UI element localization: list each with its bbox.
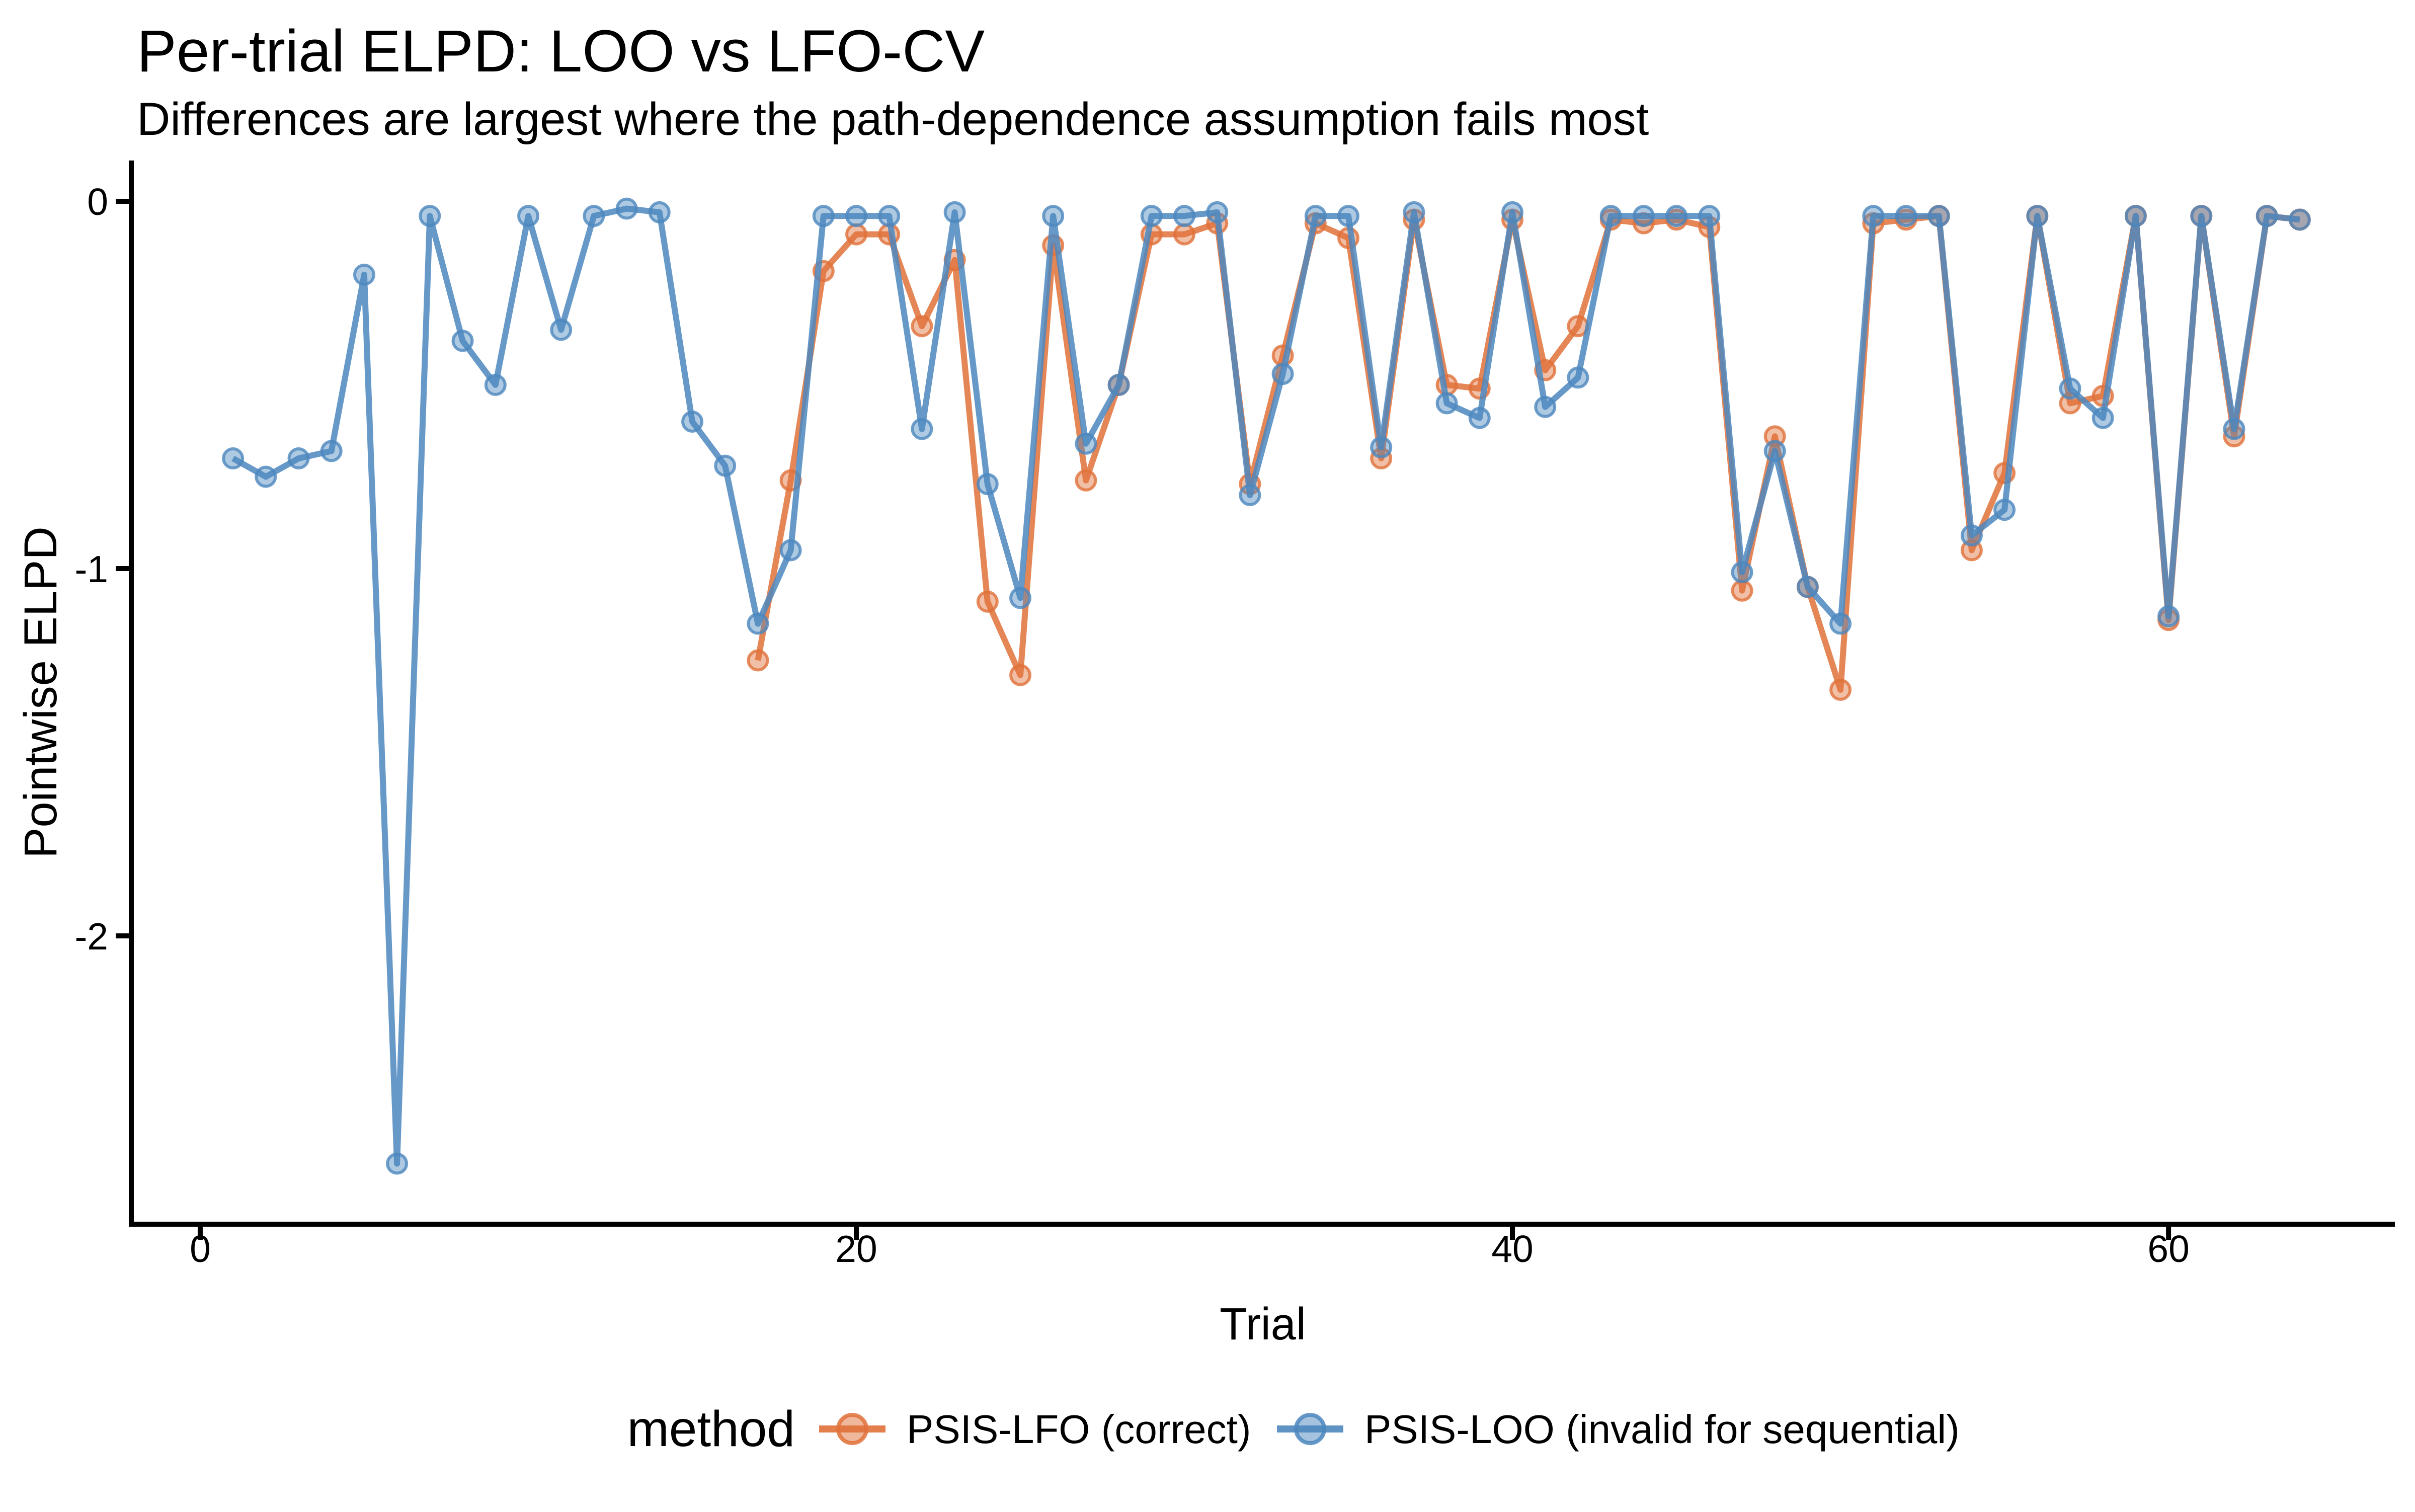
psis-loo-point [1829, 612, 1852, 635]
psis-loo-point [287, 447, 310, 469]
psis-loo-point [878, 205, 901, 227]
psis-loo-series [222, 197, 2311, 1175]
psis-loo-point [1304, 205, 1327, 227]
psis-loo-point [1403, 201, 1425, 223]
psis-loo-point [615, 197, 638, 220]
psis-loo-point [2256, 205, 2278, 227]
chart-title: Per-trial ELPD: LOO vs LFO-CV [137, 18, 985, 85]
psis-loo-point [1895, 205, 1917, 227]
psis-lfo-point [976, 590, 999, 613]
y-axis-ticks: 0 -1 -2 [74, 181, 131, 958]
psis-loo-point [1698, 205, 1721, 227]
y-tick-label: -1 [74, 548, 108, 590]
psis-loo-point [1435, 392, 1458, 415]
y-axis-title: Pointwise ELPD [15, 526, 66, 858]
psis-loo-point [2124, 205, 2147, 227]
psis-loo-point [451, 330, 474, 352]
psis-loo-point [2223, 418, 2245, 440]
series-layer [222, 197, 2311, 1175]
psis-loo-point [1927, 205, 1950, 227]
psis-loo-point [1042, 205, 1065, 227]
psis-loo-point [1206, 201, 1229, 223]
psis-loo-point [353, 264, 375, 286]
psis-loo-point [222, 447, 245, 469]
legend: method PSIS-LFO (correct) PSIS-LOO (inva… [627, 1401, 1959, 1457]
x-tick-label: 40 [1491, 1228, 1533, 1270]
psis-loo-point [320, 440, 343, 462]
psis-lfo-line [755, 213, 2300, 693]
legend-key-psis-loo: PSIS-LOO (invalid for sequential) [1277, 1407, 1960, 1452]
psis-loo-point [812, 205, 835, 227]
psis-loo-point [550, 319, 573, 341]
psis-loo-point [1960, 524, 1983, 547]
psis-loo-point [2157, 605, 2180, 627]
psis-loo-point [1173, 205, 1195, 227]
psis-loo-point [1534, 395, 1557, 418]
psis-loo-line [231, 205, 2300, 1167]
psis-loo-point [1599, 205, 1622, 227]
psis-loo-point [386, 1152, 409, 1175]
psis-loo-point [1763, 440, 1786, 462]
legend-label-psis-loo: PSIS-LOO (invalid for sequential) [1364, 1407, 1960, 1452]
psis-loo-point [2190, 205, 2213, 227]
psis-loo-point [714, 454, 737, 477]
y-tick-label: 0 [87, 181, 108, 223]
legend-label-psis-lfo: PSIS-LFO (correct) [907, 1407, 1251, 1452]
psis-loo-point [2026, 205, 2049, 227]
psis-loo-point [681, 411, 703, 433]
psis-loo-point [1468, 407, 1491, 429]
psis-loo-point [1370, 436, 1393, 459]
psis-loo-point [1567, 366, 1589, 389]
x-tick-label: 0 [190, 1228, 211, 1270]
psis-loo-point [1665, 205, 1688, 227]
psis-loo-point [1731, 561, 1753, 584]
psis-loo-point [2288, 208, 2311, 231]
psis-loo-point [747, 612, 769, 635]
axis-lines [129, 161, 2395, 1227]
chart-subtitle: Differences are largest where the path-d… [137, 94, 1649, 145]
psis-lfo-point [1173, 223, 1195, 246]
psis-loo-point [943, 201, 966, 223]
psis-lfo-point [911, 315, 933, 338]
psis-loo-point [1862, 205, 1885, 227]
psis-loo-point [1337, 205, 1359, 227]
psis-lfo-point [1009, 664, 1031, 686]
psis-loo-point [976, 473, 999, 496]
psis-loo-point [1632, 205, 1655, 227]
psis-loo-point [648, 201, 671, 223]
psis-lfo-point [747, 649, 769, 672]
psis-loo-point [2091, 407, 2114, 429]
x-tick-label: 60 [2147, 1228, 2189, 1270]
psis-loo-point [583, 205, 605, 227]
x-tick-label: 20 [835, 1228, 877, 1270]
psis-loo-point [1501, 201, 1523, 223]
psis-loo-point [484, 374, 507, 396]
psis-lfo-point [845, 223, 867, 246]
psis-lfo-point [1829, 678, 1852, 701]
legend-key-psis-lfo: PSIS-LFO (correct) [819, 1407, 1251, 1452]
psis-loo-point [255, 465, 277, 488]
psis-loo-point [1075, 432, 1097, 455]
psis-loo-point [911, 418, 933, 440]
psis-loo-point [1993, 499, 2016, 521]
psis-loo-point [1140, 205, 1163, 227]
psis-loo-point [1009, 587, 1031, 609]
psis-lfo-point [1075, 469, 1097, 492]
psis-loo-point [1239, 484, 1261, 506]
x-axis-title: Trial [1220, 1299, 1306, 1349]
psis-loo-point [845, 205, 867, 227]
psis-loo-point [1107, 374, 1130, 396]
y-tick-label: -2 [74, 915, 108, 958]
psis-loo-point [2059, 377, 2081, 400]
x-axis-ticks: 0 20 40 60 [190, 1224, 2190, 1270]
legend-title: method [627, 1401, 795, 1457]
psis-lfo-point [1731, 579, 1753, 602]
psis-loo-point [419, 205, 441, 227]
psis-loo-point [517, 205, 539, 227]
psis-loo-point [1796, 576, 1819, 598]
psis-loo-point [779, 539, 802, 562]
psis-loo-point [1271, 363, 1294, 385]
